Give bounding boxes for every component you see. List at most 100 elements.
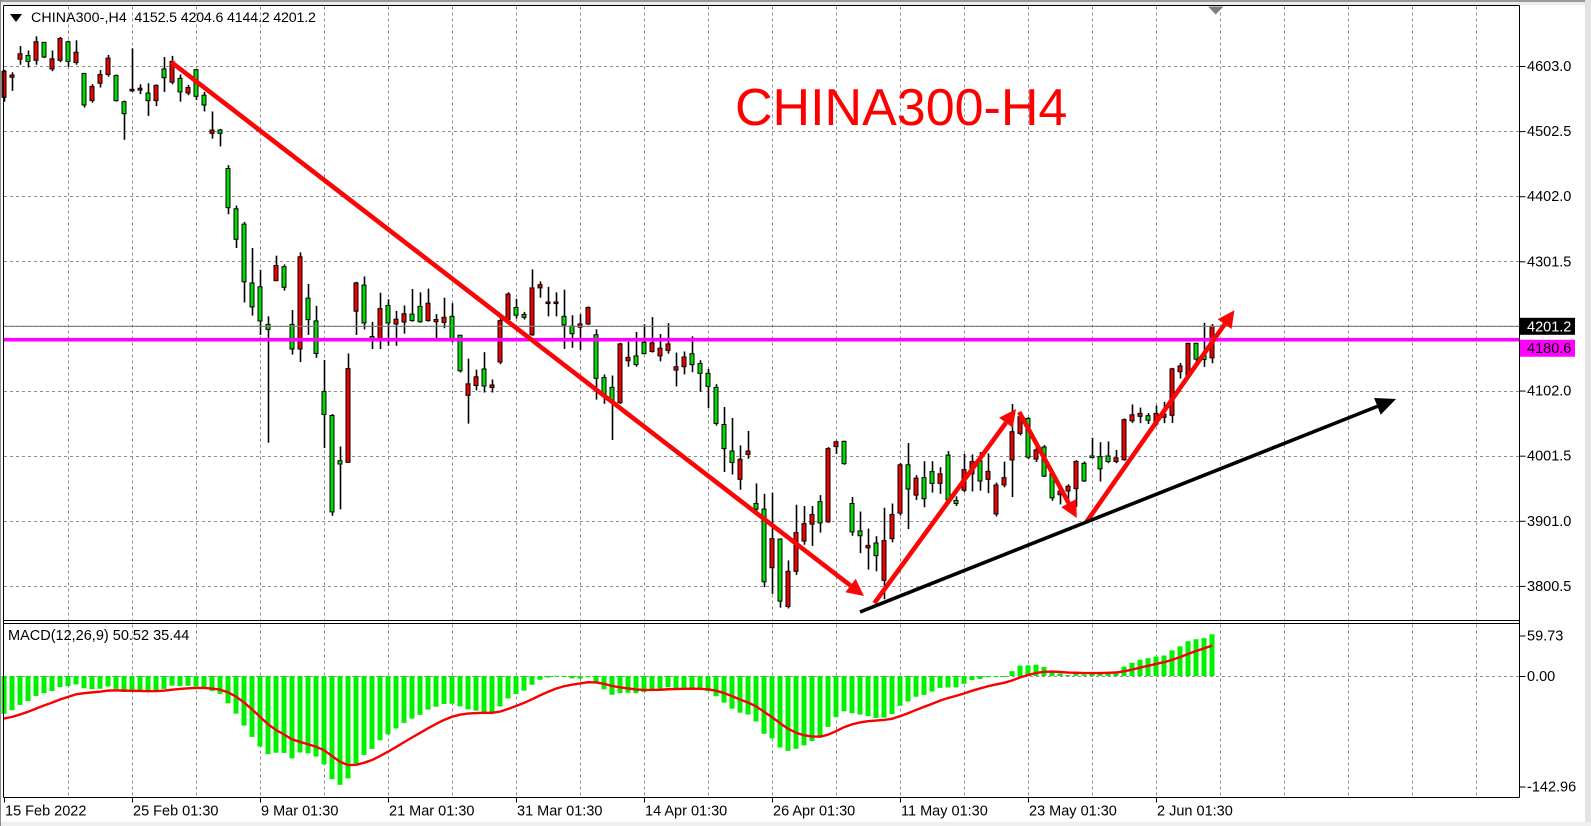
candle-body-bear	[457, 334, 463, 372]
candle-body-bull	[985, 470, 991, 480]
macd-bar	[113, 676, 119, 689]
candle-body-bear	[113, 75, 119, 102]
time-axis: 15 Feb 2022 25 Feb 01:30 9 Mar 01:30 21 Mar…	[4, 797, 1233, 820]
candle-body-bull	[793, 532, 799, 572]
candle-body-bull	[617, 343, 623, 404]
window-bottom-edge	[0, 822, 1591, 826]
candle-body-bear	[1097, 456, 1103, 470]
macd-bar	[705, 676, 711, 692]
candle-body-bull	[801, 523, 807, 542]
candle-body-bull	[897, 464, 903, 514]
macd-bar	[169, 676, 175, 686]
candle-body-bull	[1033, 449, 1039, 460]
chart-shift-marker[interactable]	[1208, 6, 1224, 15]
candle-body-bear	[777, 538, 783, 602]
candle-body-bear	[305, 297, 311, 321]
macd-bar	[1169, 650, 1175, 676]
candle-body-bear	[857, 530, 863, 537]
candle-body-bear	[713, 386, 719, 424]
macd-bar	[865, 676, 871, 717]
candle-body-bear	[697, 363, 703, 374]
candle-body-bear	[177, 77, 183, 93]
macd-bar	[297, 676, 303, 753]
macd-bar	[465, 676, 471, 710]
macd-bar	[633, 676, 639, 694]
price-axis-label: 4402.0	[1527, 189, 1571, 205]
macd-bar	[569, 676, 575, 679]
candle-body-bull	[1137, 412, 1143, 417]
macd-bar	[129, 676, 135, 692]
candle-body-bull	[97, 73, 103, 84]
price-axis-label: 4603.0	[1527, 59, 1571, 75]
candle-body-bull	[625, 356, 631, 362]
macd-bar	[449, 676, 455, 704]
candle-body-bear	[41, 41, 47, 58]
candle-body-bear	[449, 315, 455, 341]
macd-bar	[1193, 639, 1199, 676]
red-trend-arrow[interactable]	[1017, 410, 1077, 518]
candle-body-bear	[481, 368, 487, 387]
macd-bar	[65, 676, 71, 687]
symbol-dropdown-icon[interactable]	[10, 14, 22, 22]
macd-bar	[673, 676, 679, 689]
candle-body-bull	[9, 74, 15, 78]
candle-body-bull	[865, 544, 871, 549]
macd-bar	[1049, 670, 1055, 676]
macd-bar	[593, 676, 599, 684]
macd-bar	[993, 676, 999, 678]
candle-body-bear	[361, 284, 367, 324]
macd-bar	[457, 676, 463, 707]
macd-bar	[729, 676, 735, 709]
macd-bar	[33, 676, 39, 696]
price-axis-label: 3800.5	[1527, 579, 1571, 595]
red-trend-arrow[interactable]	[1084, 310, 1235, 524]
macd-bar	[905, 676, 911, 702]
candle-body-bull	[273, 265, 279, 282]
candle-body-bull	[545, 301, 551, 305]
black-trend-arrow[interactable]	[859, 398, 1396, 614]
time-axis-label: 25 Feb 01:30	[133, 804, 218, 820]
macd-bar	[713, 676, 719, 697]
candle-body-bear	[521, 314, 527, 318]
candle-body-bull	[785, 570, 791, 607]
candle-body-bull	[353, 282, 359, 312]
time-axis-label: 15 Feb 2022	[5, 804, 86, 820]
candle-body-bull	[825, 448, 831, 523]
macd-bar	[49, 676, 55, 691]
price-axis-label: 4001.5	[1527, 449, 1571, 465]
candle-body-bear	[385, 304, 391, 324]
candle-body-bull	[393, 318, 399, 325]
candle-body-bear	[321, 391, 327, 415]
macd-bar	[1057, 673, 1063, 676]
macd-bar	[225, 676, 231, 704]
candle-body-bull	[209, 129, 215, 134]
time-axis-label: 21 Mar 01:30	[389, 804, 474, 820]
candle-body-bear	[289, 323, 295, 350]
candle-body-bull	[529, 287, 535, 336]
macd-axis-label: -142.96	[1527, 780, 1576, 796]
candle-body-bear	[1193, 342, 1199, 360]
candle-body-bear	[849, 503, 855, 533]
candle-body-bull	[889, 513, 895, 540]
time-axis-label: 23 May 01:30	[1029, 804, 1117, 820]
candle-body-bull	[1121, 419, 1127, 461]
macd-bar	[305, 676, 311, 754]
candle-body-bear	[945, 454, 951, 501]
macd-bar	[689, 676, 695, 689]
candle-body-bear	[561, 315, 567, 326]
red-trend-arrow[interactable]	[169, 60, 864, 596]
candle-body-bear	[145, 92, 151, 102]
macd-bar	[697, 676, 703, 690]
candle-body-bear	[337, 460, 343, 465]
macd-bar	[817, 676, 823, 738]
macd-bar	[345, 676, 351, 779]
macd-bar	[625, 676, 631, 693]
candle-body-bear	[601, 377, 607, 395]
red-trend-arrow[interactable]	[872, 409, 1016, 605]
macd-bar	[721, 676, 727, 703]
macd-bar	[889, 676, 895, 715]
macd-bar	[289, 676, 295, 759]
candle-body-bull	[737, 458, 743, 480]
macd-bar	[137, 676, 143, 692]
